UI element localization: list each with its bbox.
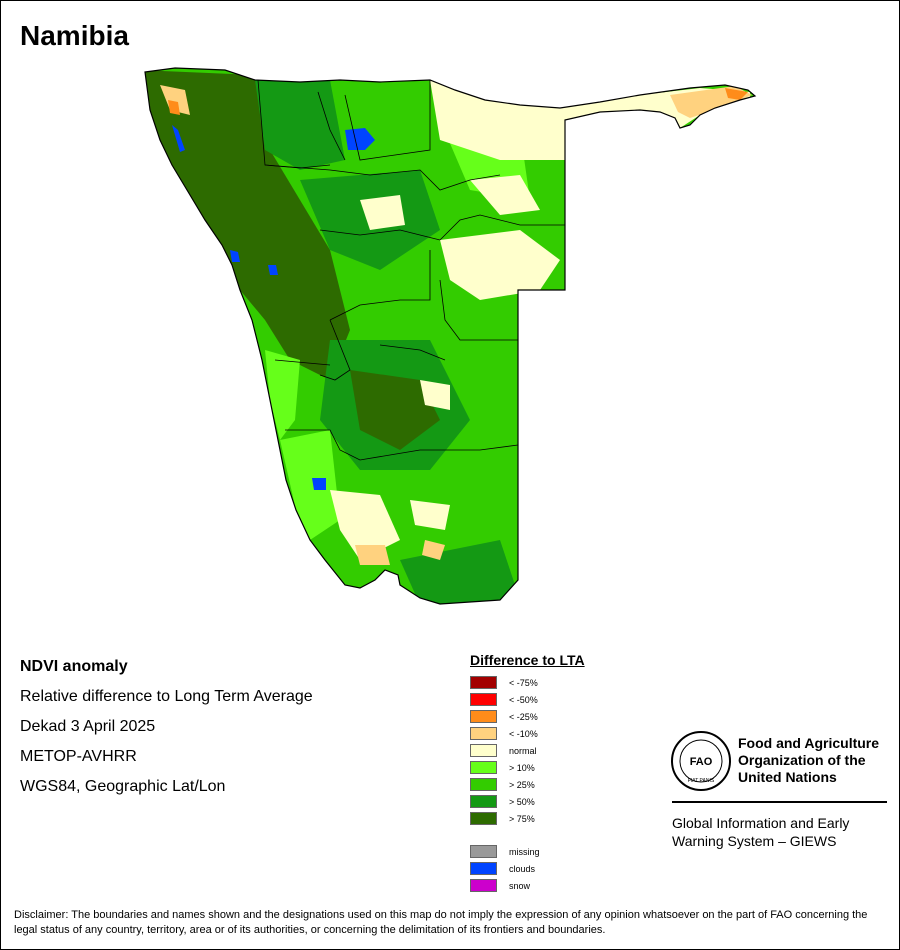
legend-classes: < -75% < -50% < -25% < -10% normal > 10% > 25%… <box>470 674 585 827</box>
legend-extra: missing clouds snow <box>470 843 585 894</box>
map-info: NDVI anomaly Relative difference to Long… <box>20 656 313 806</box>
legend-class-label: < -75% <box>509 677 538 688</box>
legend-class-row: > 10% <box>470 759 585 776</box>
legend-extra-swatch <box>470 862 497 875</box>
giews-line2: Warning System – GIEWS <box>672 833 837 849</box>
legend-extra-swatch <box>470 879 497 892</box>
legend-class-swatch <box>470 744 497 757</box>
legend-extra-row: clouds <box>470 860 585 877</box>
fao-name-line3: United Nations <box>738 769 837 785</box>
legend-class-row: < -75% <box>470 674 585 691</box>
fao-name-line2: Organization of the <box>738 752 866 768</box>
legend-class-label: < -50% <box>509 694 538 705</box>
legend-class-swatch <box>470 727 497 740</box>
legend-class-row: > 75% <box>470 810 585 827</box>
legend-extra-row: snow <box>470 877 585 894</box>
legend-title: Difference to LTA <box>470 652 585 668</box>
fao-logo-text: FAO <box>690 756 713 768</box>
legend-class-swatch <box>470 693 497 706</box>
legend-extra-label: missing <box>509 846 540 857</box>
legend-class-row: > 50% <box>470 793 585 810</box>
legend-class-label: > 75% <box>509 813 535 824</box>
legend-extra-label: snow <box>509 880 531 891</box>
map-title: Namibia <box>20 20 129 51</box>
fao-name: Food and Agriculture Organization of the… <box>738 735 898 786</box>
legend-class-swatch <box>470 795 497 808</box>
giews-name: Global Information and Early Warning Sys… <box>672 814 892 850</box>
giews-line1: Global Information and Early <box>672 815 850 831</box>
namibia-map <box>144 67 756 605</box>
info-description: Relative difference to Long Term Average <box>20 688 313 705</box>
legend-class-label: < -25% <box>509 711 538 722</box>
legend-extra-label: clouds <box>509 863 536 874</box>
legend: Difference to LTA < -75% < -50% < -25% < -1… <box>470 652 585 894</box>
legend-class-label: > 25% <box>509 779 535 790</box>
legend-class-row: normal <box>470 742 585 759</box>
legend-class-label: > 10% <box>509 762 535 773</box>
legend-class-swatch <box>470 710 497 723</box>
legend-gap <box>470 827 585 843</box>
legend-class-label: > 50% <box>509 796 535 807</box>
info-period: Dekad 3 April 2025 <box>20 718 156 735</box>
legend-class-swatch <box>470 761 497 774</box>
fao-name-line1: Food and Agriculture <box>738 735 880 751</box>
fao-logo: FAO FIAT PANIS <box>671 731 731 791</box>
legend-class-swatch <box>470 676 497 689</box>
fao-divider <box>672 801 887 803</box>
legend-extra-swatch <box>470 845 497 858</box>
legend-class-label: normal <box>509 745 537 756</box>
fao-logo-motto: FIAT PANIS <box>688 778 715 784</box>
legend-class-swatch <box>470 778 497 791</box>
info-product: NDVI anomaly <box>20 658 128 675</box>
legend-class-row: < -25% <box>470 708 585 725</box>
info-projection: WGS84, Geographic Lat/Lon <box>20 778 226 795</box>
legend-extra-row: missing <box>470 843 585 860</box>
disclaimer: Disclaimer: The boundaries and names sho… <box>14 909 868 936</box>
legend-class-label: < -10% <box>509 728 538 739</box>
legend-class-row: > 25% <box>470 776 585 793</box>
legend-class-row: < -50% <box>470 691 585 708</box>
info-sensor: METOP-AVHRR <box>20 748 137 765</box>
legend-class-row: < -10% <box>470 725 585 742</box>
legend-class-swatch <box>470 812 497 825</box>
